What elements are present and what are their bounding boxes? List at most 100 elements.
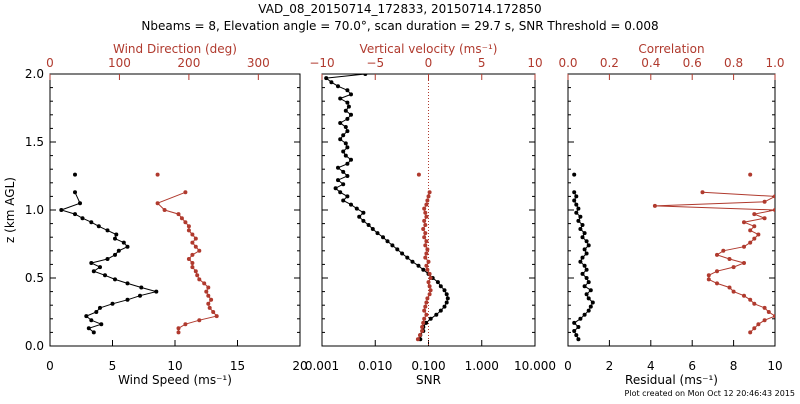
data-point — [338, 137, 343, 142]
data-point — [422, 218, 427, 223]
data-point — [420, 329, 425, 333]
x-bottom-tick-label: 6 — [688, 359, 696, 373]
x-bottom-tick-label: 20 — [292, 359, 307, 373]
data-point — [338, 121, 343, 125]
data-point — [345, 100, 350, 105]
x-bottom-tick-label: 2 — [606, 359, 614, 373]
x-bottom-axis-label: SNR — [416, 373, 441, 387]
data-point — [422, 206, 427, 211]
data-point — [424, 239, 429, 244]
data-point — [197, 318, 202, 323]
panel-wind: 0.0 0.5 1.0 1.5 2.0 z (km AGL) 0 5 10 15 20 Wind Sp… — [3, 42, 308, 387]
data-point — [59, 208, 64, 212]
data-point — [349, 112, 353, 117]
data-point — [73, 172, 77, 177]
x-top-tick-label: −5 — [366, 56, 384, 70]
data-point — [336, 165, 340, 170]
data-point — [576, 325, 581, 329]
data-point — [139, 285, 144, 290]
data-point — [405, 255, 410, 260]
data-point — [89, 220, 94, 225]
data-point — [336, 84, 340, 89]
data-point — [114, 232, 119, 237]
data-point — [715, 281, 719, 286]
data-point — [349, 157, 353, 162]
data-point — [96, 224, 101, 229]
data-point — [113, 236, 117, 241]
data-point — [742, 293, 746, 298]
data-point — [584, 239, 589, 244]
data-point — [748, 240, 753, 245]
data-point — [748, 228, 753, 233]
data-point — [418, 333, 422, 338]
data-point — [179, 216, 184, 221]
data-point — [113, 252, 117, 257]
data-point — [91, 269, 96, 274]
data-point — [582, 231, 587, 236]
data-point — [576, 337, 581, 342]
data-point — [333, 186, 338, 191]
x-bottom-tick-label: 0.100 — [411, 359, 445, 373]
x-top-axis-label: Correlation — [638, 42, 704, 56]
data-point — [442, 288, 447, 293]
data-point — [586, 280, 591, 285]
data-point — [138, 293, 142, 298]
data-point — [424, 320, 429, 325]
data-point — [94, 310, 99, 314]
data-point — [155, 201, 160, 206]
data-point — [190, 261, 195, 265]
data-point — [176, 212, 181, 217]
data-point — [427, 271, 432, 276]
data-point — [444, 300, 449, 305]
data-point — [422, 235, 427, 240]
data-point — [345, 174, 350, 178]
data-point — [580, 255, 585, 260]
data-point — [197, 248, 202, 253]
data-point — [155, 172, 160, 177]
data-point — [341, 133, 346, 138]
x-top-tick-label: 200 — [177, 56, 200, 70]
data-point — [584, 267, 589, 272]
data-point — [426, 194, 431, 199]
data-point — [427, 284, 432, 289]
x-top-tick-label: 0.4 — [641, 56, 660, 70]
data-point — [572, 320, 577, 325]
data-point — [395, 247, 400, 252]
data-point — [442, 304, 447, 309]
data-point — [580, 271, 585, 276]
y-tick-label: 2.0 — [25, 67, 44, 81]
data-point — [186, 228, 191, 233]
data-point — [428, 316, 433, 321]
data-point — [105, 228, 110, 233]
data-point — [715, 252, 719, 257]
x-top-tick-label: 0 — [46, 56, 54, 70]
data-point — [727, 257, 732, 261]
data-point — [752, 326, 757, 331]
data-point — [343, 141, 348, 146]
data-point — [336, 178, 340, 183]
x-bottom-tick-label: 8 — [730, 359, 738, 373]
data-point — [762, 216, 767, 221]
x-top-tick-label: 0.8 — [724, 56, 743, 70]
data-point — [588, 304, 593, 309]
data-point — [582, 284, 587, 289]
data-point — [410, 259, 415, 264]
x-top-tick-label: 100 — [108, 56, 131, 70]
data-point — [354, 206, 359, 211]
data-point — [125, 244, 130, 249]
data-point — [214, 314, 219, 319]
data-point — [773, 194, 775, 199]
data-point — [582, 247, 587, 252]
x-bottom-tick-label: 0 — [46, 359, 54, 373]
data-point — [700, 190, 705, 195]
data-point — [580, 235, 585, 240]
data-point — [206, 301, 211, 306]
data-point — [572, 198, 577, 203]
data-point — [370, 227, 375, 231]
data-point — [425, 247, 430, 252]
data-point — [84, 314, 89, 319]
data-point — [345, 129, 350, 134]
data-point — [375, 231, 380, 236]
data-point — [424, 202, 429, 207]
plot-area — [572, 172, 775, 342]
